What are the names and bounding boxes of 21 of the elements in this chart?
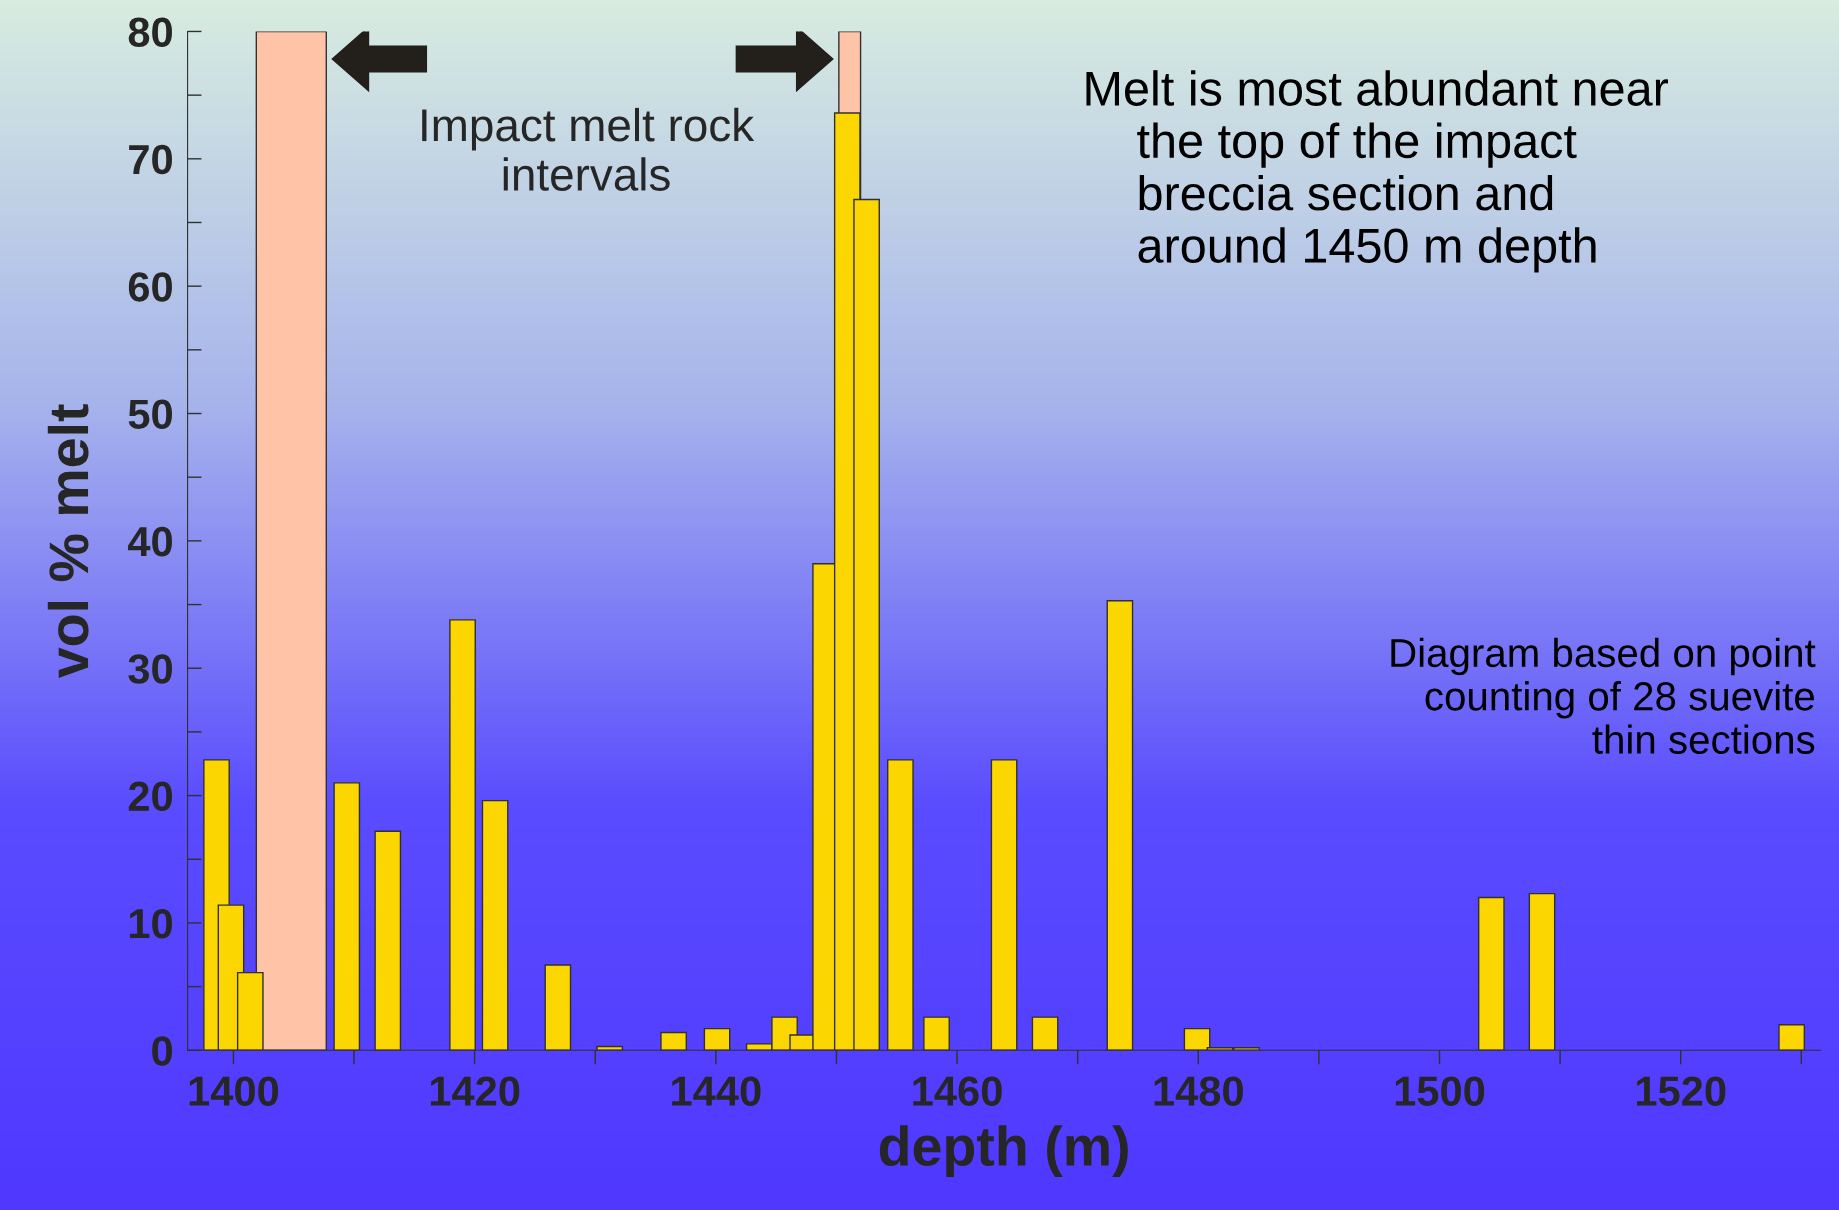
- x-tick-label: 1480: [1154, 1076, 1243, 1106]
- y-tick-label: 10: [129, 908, 172, 939]
- y-tick-label: 20: [128, 781, 172, 812]
- x-tick-label: 1460: [913, 1076, 1002, 1106]
- y-tick-label: 40: [127, 526, 172, 557]
- y-tick-label: 80: [128, 17, 172, 47]
- y-tick-label: 0: [152, 1036, 172, 1066]
- annotation: Diagram based on point counting of 28 suevite thin sections: [1391, 637, 1816, 755]
- x-tick-label: 1420: [430, 1076, 520, 1106]
- y-tick-label: 50: [128, 399, 172, 430]
- annotation: Melt is most abundant near the top of the impact breccia section and around 1450 m depth: [1086, 70, 1669, 273]
- x-tick-label: 1440: [672, 1076, 761, 1106]
- x-tick-label: 1400: [189, 1076, 279, 1106]
- x-tick-label: 1520: [1636, 1076, 1726, 1106]
- x-axis-title: depth (m): [879, 1125, 1128, 1178]
- y-tick-label: 70: [129, 144, 172, 175]
- x-tick-label: 1500: [1395, 1076, 1485, 1106]
- y-tick-label: 60: [128, 272, 172, 302]
- y-tick-label: 30: [128, 654, 172, 684]
- y-axis-title: vol % melt: [47, 404, 89, 679]
- annotation: Impact melt rock intervals: [422, 107, 755, 191]
